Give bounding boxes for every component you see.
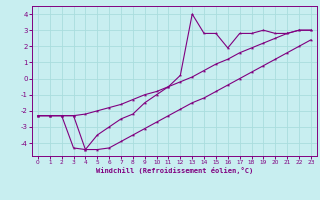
X-axis label: Windchill (Refroidissement éolien,°C): Windchill (Refroidissement éolien,°C) — [96, 167, 253, 174]
